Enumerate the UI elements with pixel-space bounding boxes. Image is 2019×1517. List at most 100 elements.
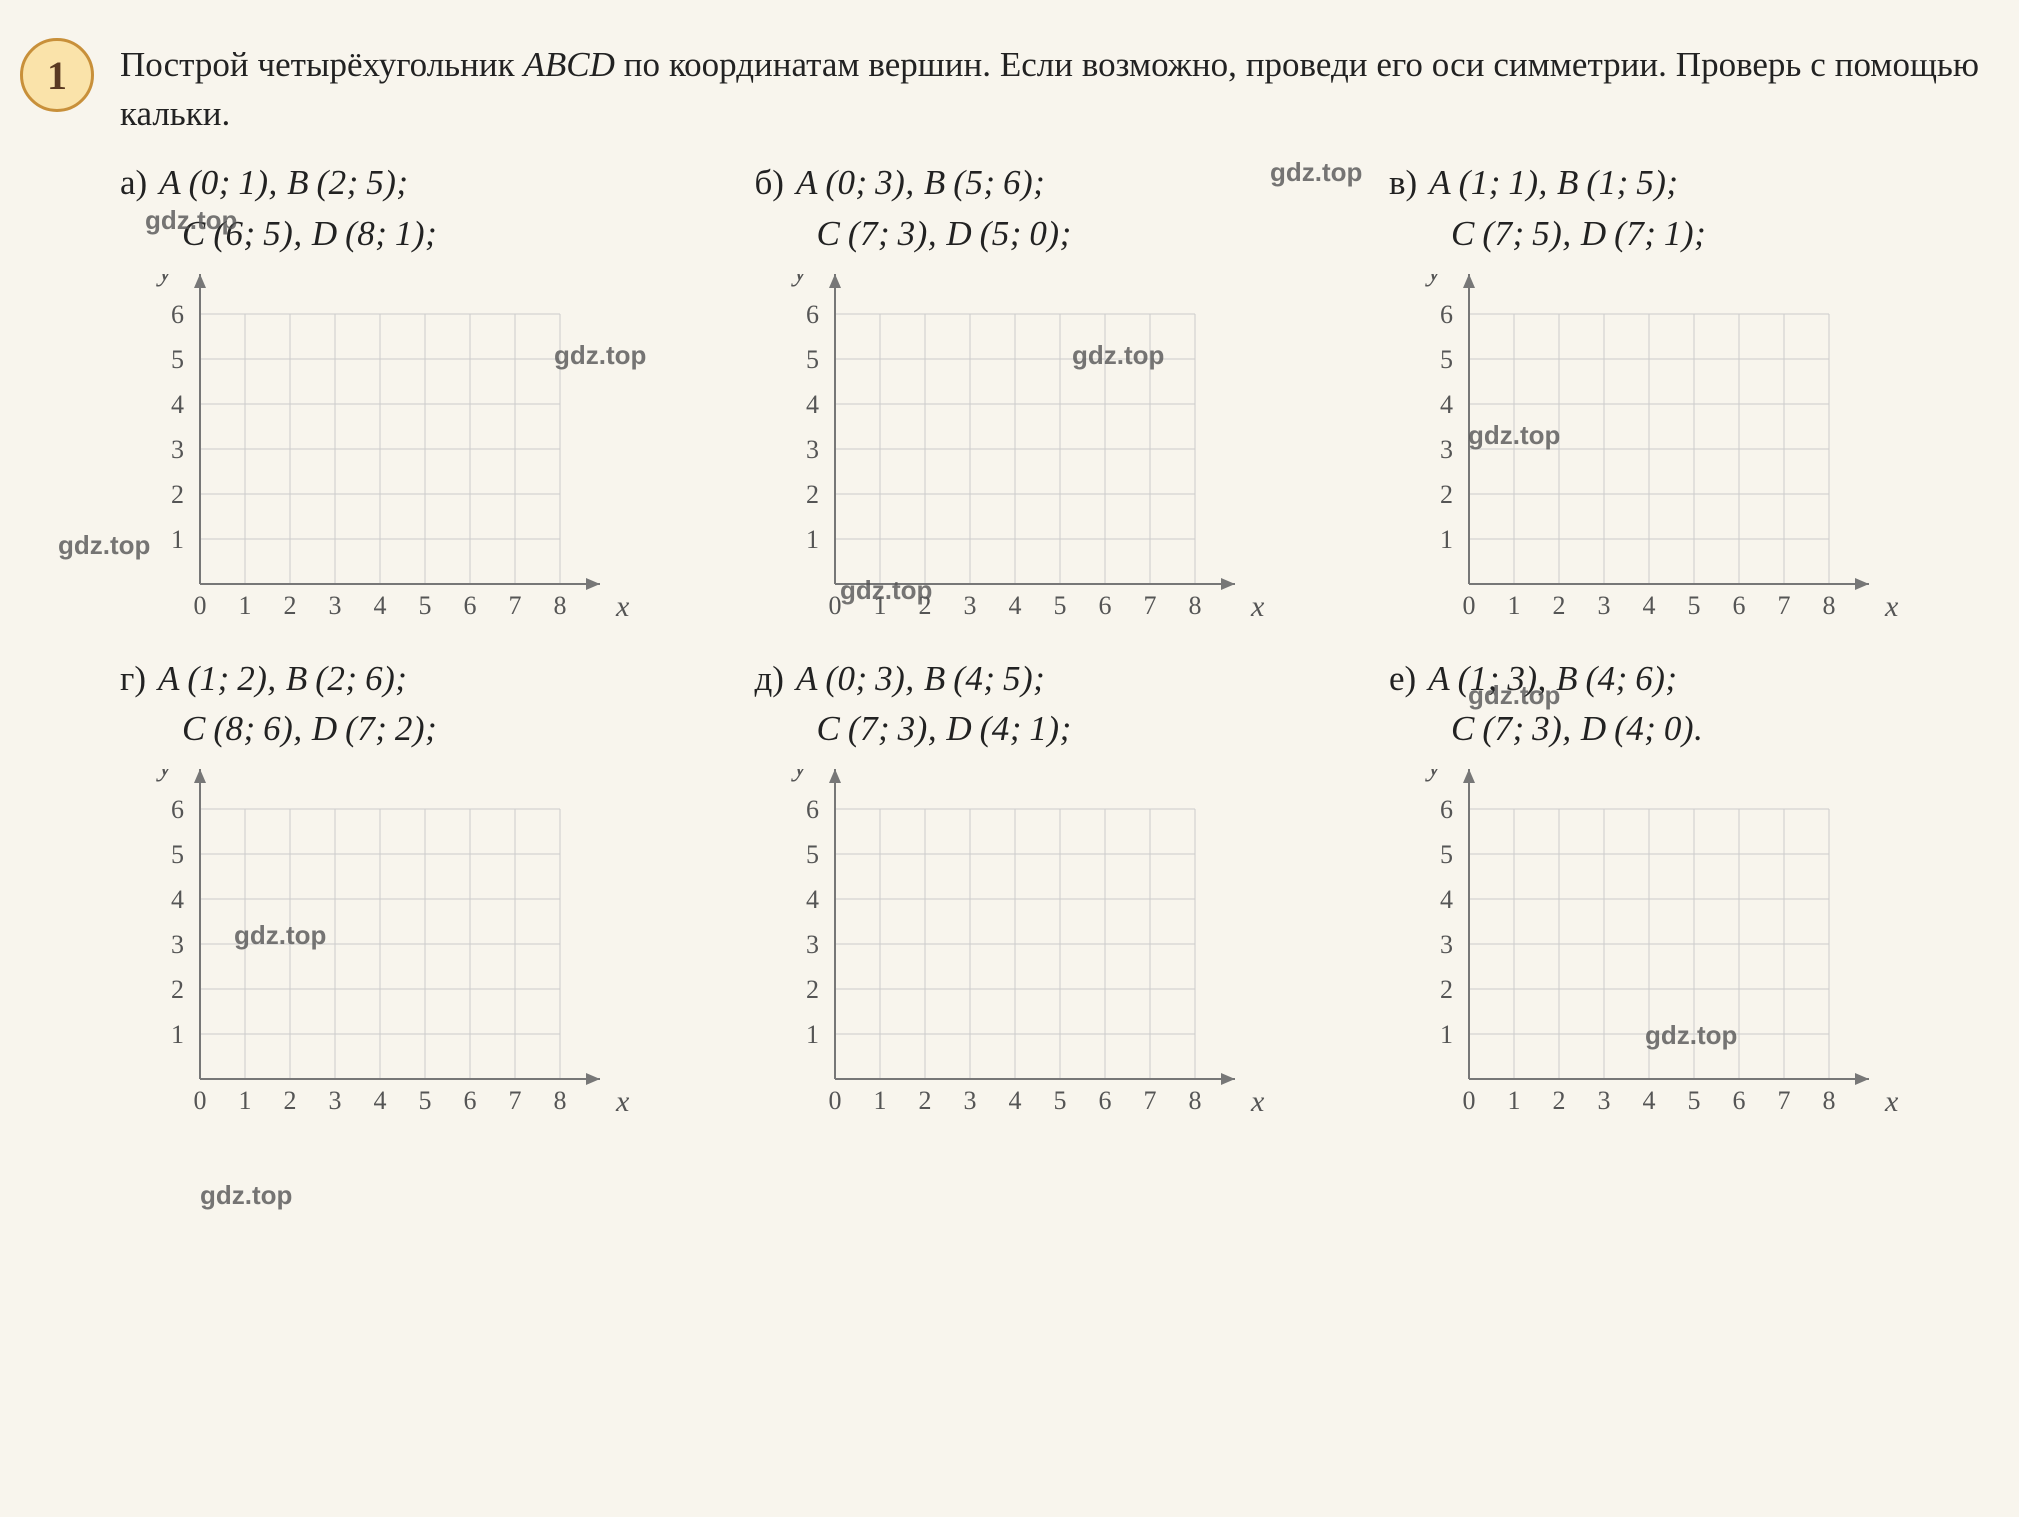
svg-text:2: 2 bbox=[171, 975, 184, 1004]
svg-text:7: 7 bbox=[1143, 591, 1156, 620]
grid-wrap: 012345678123456xy bbox=[775, 274, 1355, 634]
svg-text:x: x bbox=[1884, 1085, 1899, 1118]
point: B (5; 6); bbox=[924, 163, 1046, 202]
svg-text:6: 6 bbox=[1098, 1086, 1111, 1115]
svg-text:4: 4 bbox=[1643, 1086, 1656, 1115]
svg-text:7: 7 bbox=[1778, 1086, 1791, 1115]
svg-text:1: 1 bbox=[239, 1086, 252, 1115]
svg-text:y: y bbox=[790, 274, 807, 287]
svg-text:3: 3 bbox=[171, 930, 184, 959]
svg-text:2: 2 bbox=[1553, 1086, 1566, 1115]
svg-text:2: 2 bbox=[918, 1086, 931, 1115]
svg-text:0: 0 bbox=[828, 591, 841, 620]
point: C (7; 3), bbox=[817, 709, 947, 748]
svg-text:4: 4 bbox=[171, 885, 184, 914]
point: D (4; 0). bbox=[1581, 709, 1704, 748]
shape-name: ABCD bbox=[524, 45, 615, 84]
svg-text:4: 4 bbox=[171, 390, 184, 419]
problem-label: б) bbox=[755, 163, 784, 202]
coordinates: в)A (1; 1), B (1; 5); C (7; 5), D (7; 1)… bbox=[1389, 158, 1989, 260]
svg-text:3: 3 bbox=[329, 591, 342, 620]
point: D (7; 1); bbox=[1581, 214, 1706, 253]
svg-text:1: 1 bbox=[1440, 1020, 1453, 1049]
svg-text:1: 1 bbox=[1440, 525, 1453, 554]
coordinates: г)A (1; 2), B (2; 6); C (8; 6), D (7; 2)… bbox=[120, 654, 720, 756]
svg-text:5: 5 bbox=[171, 345, 184, 374]
svg-text:5: 5 bbox=[806, 840, 819, 869]
svg-text:0: 0 bbox=[1463, 1086, 1476, 1115]
svg-text:8: 8 bbox=[1188, 591, 1201, 620]
grid-wrap: 012345678123456xy bbox=[1409, 769, 1989, 1129]
point: D (5; 0); bbox=[946, 214, 1071, 253]
svg-text:6: 6 bbox=[806, 795, 819, 824]
svg-text:6: 6 bbox=[171, 795, 184, 824]
coordinates: а)A (0; 1), B (2; 5); C (6; 5), D (8; 1)… bbox=[120, 158, 720, 260]
coordinate-grid: 012345678123456xy bbox=[140, 769, 640, 1129]
svg-text:5: 5 bbox=[171, 840, 184, 869]
point: A (1; 1), bbox=[1429, 163, 1557, 202]
problem-row: а)A (0; 1), B (2; 5); C (6; 5), D (8; 1)… bbox=[120, 158, 1989, 634]
point: A (0; 3), bbox=[796, 659, 924, 698]
svg-text:5: 5 bbox=[1440, 345, 1453, 374]
svg-text:3: 3 bbox=[806, 930, 819, 959]
problem-cell: е)A (1; 3), B (4; 6); C (7; 3), D (4; 0)… bbox=[1389, 654, 1989, 1130]
problem-label: г) bbox=[120, 659, 146, 698]
point: B (2; 6); bbox=[286, 659, 408, 698]
point: A (0; 3), bbox=[796, 163, 924, 202]
svg-text:1: 1 bbox=[806, 525, 819, 554]
svg-text:x: x bbox=[1884, 590, 1899, 623]
point: D (7; 2); bbox=[312, 709, 437, 748]
point: C (8; 6), bbox=[182, 709, 312, 748]
svg-text:5: 5 bbox=[419, 1086, 432, 1115]
svg-text:1: 1 bbox=[1508, 1086, 1521, 1115]
svg-text:1: 1 bbox=[873, 1086, 886, 1115]
svg-text:2: 2 bbox=[284, 1086, 297, 1115]
svg-text:2: 2 bbox=[1553, 591, 1566, 620]
task-number-badge: 1 bbox=[20, 38, 94, 112]
grid-wrap: 012345678123456xy bbox=[140, 274, 720, 634]
svg-text:7: 7 bbox=[1778, 591, 1791, 620]
svg-text:3: 3 bbox=[806, 435, 819, 464]
coordinates: б) A (0; 3), B (5; 6); C (7; 3), D (5; 0)… bbox=[755, 158, 1355, 260]
svg-text:7: 7 bbox=[509, 1086, 522, 1115]
page: 1 Построй четырёхугольник ABCD по коорди… bbox=[20, 20, 1999, 1129]
svg-text:3: 3 bbox=[171, 435, 184, 464]
svg-text:2: 2 bbox=[1440, 975, 1453, 1004]
svg-text:5: 5 bbox=[1688, 1086, 1701, 1115]
svg-text:4: 4 bbox=[806, 390, 819, 419]
svg-text:3: 3 bbox=[1440, 435, 1453, 464]
svg-text:8: 8 bbox=[1823, 1086, 1836, 1115]
svg-text:x: x bbox=[615, 590, 630, 623]
svg-text:y: y bbox=[1425, 274, 1442, 287]
coordinate-grid: 012345678123456xy bbox=[1409, 274, 1909, 634]
svg-text:5: 5 bbox=[419, 591, 432, 620]
svg-text:0: 0 bbox=[194, 591, 207, 620]
svg-text:5: 5 bbox=[1688, 591, 1701, 620]
coordinate-grid: 012345678123456xy bbox=[1409, 769, 1909, 1129]
svg-text:3: 3 bbox=[329, 1086, 342, 1115]
problem-label: е) bbox=[1389, 659, 1416, 698]
svg-text:4: 4 bbox=[1008, 591, 1021, 620]
svg-text:5: 5 bbox=[1440, 840, 1453, 869]
svg-text:1: 1 bbox=[171, 525, 184, 554]
point: C (6; 5), bbox=[182, 214, 312, 253]
svg-text:8: 8 bbox=[1188, 1086, 1201, 1115]
task-number: 1 bbox=[47, 52, 67, 99]
svg-text:2: 2 bbox=[918, 591, 931, 620]
svg-text:3: 3 bbox=[963, 591, 976, 620]
svg-text:6: 6 bbox=[464, 591, 477, 620]
problem-label: в) bbox=[1389, 163, 1417, 202]
task-text-part1: Построй четырёхугольник bbox=[120, 45, 524, 84]
svg-text:1: 1 bbox=[1508, 591, 1521, 620]
point: A (1; 3), bbox=[1428, 659, 1556, 698]
svg-text:8: 8 bbox=[554, 1086, 567, 1115]
svg-text:6: 6 bbox=[1733, 591, 1746, 620]
point: A (0; 1), bbox=[159, 163, 287, 202]
svg-text:0: 0 bbox=[194, 1086, 207, 1115]
svg-text:y: y bbox=[156, 769, 173, 782]
svg-text:y: y bbox=[790, 769, 807, 782]
svg-text:0: 0 bbox=[828, 1086, 841, 1115]
svg-text:4: 4 bbox=[806, 885, 819, 914]
point: C (7; 3), bbox=[817, 214, 947, 253]
problem-cell: в)A (1; 1), B (1; 5); C (7; 5), D (7; 1)… bbox=[1389, 158, 1989, 634]
